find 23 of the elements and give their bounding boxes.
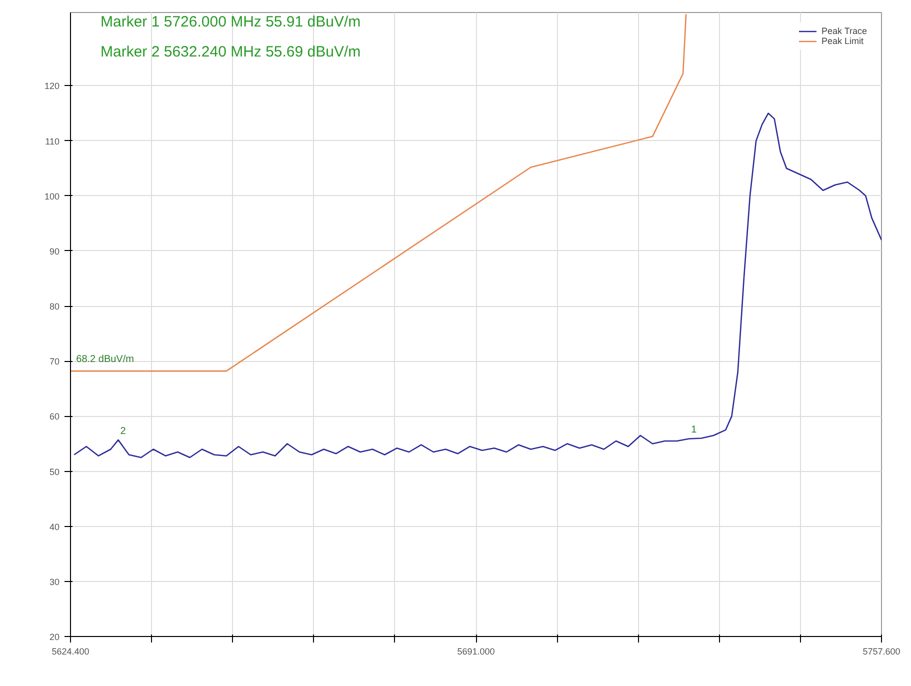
y-tick-label: 20 bbox=[49, 632, 60, 642]
legend-label: Peak Trace bbox=[821, 26, 867, 36]
y-tick-label: 50 bbox=[49, 466, 60, 477]
y-tick-label: 40 bbox=[49, 522, 60, 532]
line-series bbox=[70, 14, 687, 372]
x-tick-label: 5757.600 bbox=[862, 646, 900, 656]
legend-label: Peak Limit bbox=[821, 36, 864, 46]
y-tick-label: 30 bbox=[49, 576, 60, 587]
annotation: 2 bbox=[120, 426, 126, 437]
y-tick-label: 90 bbox=[49, 246, 60, 256]
line-series bbox=[74, 112, 882, 458]
y-tick-label: 70 bbox=[49, 356, 60, 367]
y-tick-label: 80 bbox=[49, 302, 60, 312]
y-tick-label: 120 bbox=[44, 81, 60, 92]
y-tick-label: 60 bbox=[49, 412, 60, 422]
y-tick-label: 110 bbox=[45, 136, 60, 146]
x-tick-label: 5624.400 bbox=[52, 646, 90, 656]
annotation: 1 bbox=[691, 424, 698, 436]
y-tick-label: 100 bbox=[44, 191, 60, 202]
annotation: Marker 1 5726.000 MHz 55.91 dBuV/m bbox=[100, 14, 361, 30]
annotation: Marker 2 5632.240 MHz 55.69 dBuV/m bbox=[100, 44, 361, 60]
x-tick-label: 5691.000 bbox=[457, 646, 495, 656]
annotation: 68.2 dBuV/m bbox=[76, 354, 134, 366]
